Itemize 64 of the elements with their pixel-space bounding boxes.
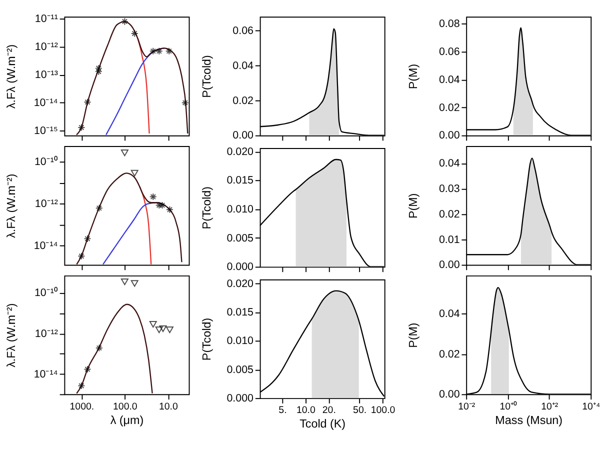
y-tick-label: 0.000 xyxy=(226,261,254,274)
y-axis-title: P(Tcold) xyxy=(200,54,214,98)
y-tick-label: 0.06 xyxy=(232,25,254,38)
y-tick-label: 10⁻¹² xyxy=(34,41,58,54)
x-tick-label: 5. xyxy=(278,405,287,416)
y-tick-label: 0.03 xyxy=(438,183,460,196)
y-tick-label: 0.00 xyxy=(438,259,460,272)
line-series xyxy=(139,186,152,265)
y-tick-label: 10⁻¹² xyxy=(34,198,58,210)
y-tick-label: 0.010 xyxy=(226,203,254,216)
y-axis-title: λ.Fλ (W.m⁻²) xyxy=(5,174,18,238)
y-tick-label: 0.02 xyxy=(232,94,254,107)
y-tick-label: 0.00 xyxy=(438,388,460,401)
x-tick-label: 1000. xyxy=(70,401,94,412)
y-tick-label: 10⁻¹³ xyxy=(34,69,58,82)
y-tick-label: 10⁻¹⁴ xyxy=(34,97,58,110)
y-tick-label: 0.01 xyxy=(438,234,460,246)
y-tick-label: 0.005 xyxy=(226,364,254,376)
y-axis-title: P(Tcold) xyxy=(200,186,214,230)
x-axis-title: Tcold (K) xyxy=(300,418,346,431)
y-axis-title: λ.Fλ (W.m⁻²) xyxy=(5,44,18,109)
x-tick-label: 20. xyxy=(322,405,336,416)
y-tick-label: 0.020 xyxy=(226,278,254,290)
y-tick-label: 0.06 xyxy=(438,46,460,58)
x-tick-label: 100.0 xyxy=(113,401,138,412)
x-axis-title: λ (μm) xyxy=(110,414,144,427)
x-tick-label: 10⁻² xyxy=(458,401,476,412)
y-tick-label: 0.00 xyxy=(232,130,254,142)
y-axis-title: P(M) xyxy=(406,193,420,219)
y-tick-label: 10⁻¹⁵ xyxy=(34,125,58,138)
x-tick-label: 10.0 xyxy=(158,401,178,412)
y-tick-label: 10⁻¹⁰ xyxy=(34,154,58,168)
x-tick-label: 100.0 xyxy=(370,405,396,416)
y-axis-title: λ.Fλ (W.m⁻²) xyxy=(5,303,18,368)
x-tick-label: 10⁺⁴ xyxy=(582,401,600,412)
y-tick-label: 0.02 xyxy=(438,348,460,360)
y-axis-title: P(Tcold) xyxy=(200,318,214,361)
y-tick-label: 0.005 xyxy=(226,232,254,244)
line-series xyxy=(137,38,150,134)
x-tick-label: 10⁺⁰ xyxy=(500,400,518,412)
y-tick-label: 10⁻¹⁴ xyxy=(34,368,58,380)
x-axis-title: Mass (Msun) xyxy=(495,414,563,427)
y-tick-label: 10⁻¹⁴ xyxy=(34,240,58,252)
x-tick-label: 50. xyxy=(353,405,367,416)
y-tick-label: 0.000 xyxy=(226,392,254,404)
y-tick-label: 0.08 xyxy=(438,18,460,30)
y-axis-title: P(M) xyxy=(406,64,420,90)
y-tick-label: 0.04 xyxy=(232,60,254,72)
y-tick-label: 0.015 xyxy=(226,306,254,318)
y-tick-label: 0.00 xyxy=(438,130,460,142)
y-tick-label: 0.010 xyxy=(226,335,254,348)
y-tick-label: 0.04 xyxy=(438,308,460,320)
y-tick-label: 0.02 xyxy=(438,102,460,114)
y-tick-label: 0.04 xyxy=(438,158,460,170)
y-tick-label: 10⁻¹⁰ xyxy=(34,286,58,300)
x-tick-label: 10.0 xyxy=(296,405,316,416)
x-tick-label: 10⁺² xyxy=(541,401,559,412)
y-tick-label: 0.015 xyxy=(226,174,254,187)
y-axis-title: P(M) xyxy=(406,322,420,348)
y-tick-label: 0.04 xyxy=(438,74,460,86)
y-tick-label: 10⁻¹¹ xyxy=(34,13,58,26)
y-tick-label: 10⁻¹² xyxy=(34,328,58,340)
y-tick-label: 0.020 xyxy=(226,146,254,158)
y-tick-label: 0.02 xyxy=(438,208,460,220)
